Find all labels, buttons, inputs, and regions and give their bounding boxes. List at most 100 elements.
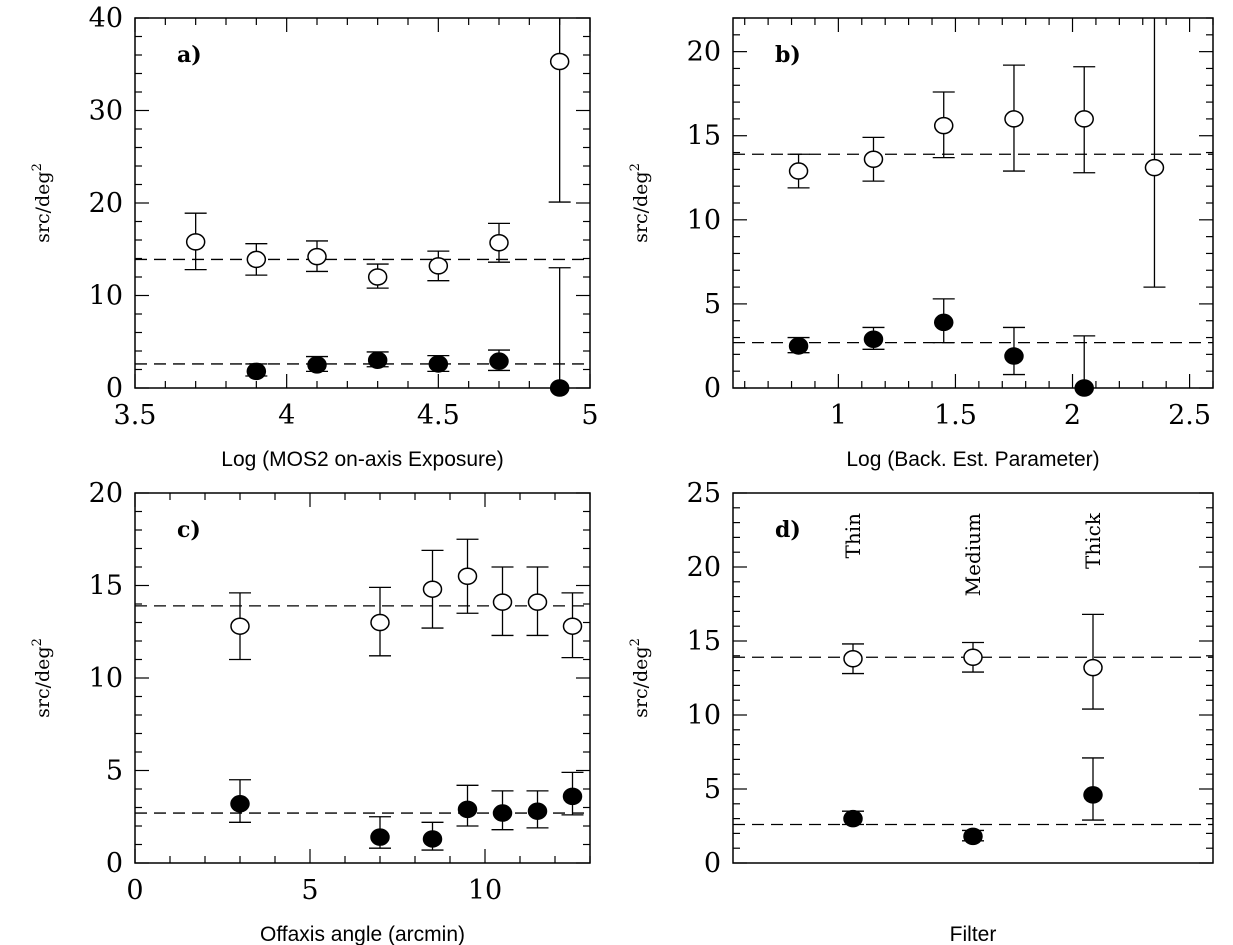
data-point-open [843, 650, 863, 668]
data-point-open [1083, 658, 1103, 677]
y-axis-label: src/deg2 [628, 163, 652, 243]
data-point-filled [307, 356, 327, 374]
data-point-filled [489, 352, 509, 370]
y-tick-label: 15 [687, 626, 721, 657]
data-point-filled [422, 830, 443, 848]
y-axis-label-text: src/deg [630, 646, 652, 717]
y-tick-label: 0 [704, 848, 721, 879]
data-point-open [527, 593, 548, 611]
data-point-open [788, 162, 809, 180]
y-tick-label: 15 [687, 121, 721, 152]
y-axis-label: src/deg2 [30, 638, 54, 718]
data-point-filled [549, 379, 570, 397]
data-point-filled [788, 337, 809, 355]
data-point-open [963, 648, 983, 667]
data-point-open [1004, 110, 1024, 128]
x-tick-label: 2.5 [1168, 400, 1211, 431]
data-point-open [492, 593, 513, 611]
y-tick-label: 0 [106, 848, 123, 879]
data-point-open [367, 268, 388, 286]
data-point-open [933, 116, 954, 135]
category-label: Medium [961, 513, 985, 596]
data-point-open [370, 613, 390, 632]
x-tick-label: 2 [1064, 400, 1081, 431]
panel-label: a) [177, 42, 202, 68]
x-tick-label: 10 [468, 875, 502, 906]
data-point-open [1144, 158, 1165, 177]
panel-label: b) [775, 42, 801, 68]
plot-frame [134, 492, 591, 864]
category-label: Thick [1081, 512, 1105, 569]
y-tick-label: 0 [106, 373, 123, 404]
data-point-filled [492, 804, 513, 822]
data-point-filled [428, 355, 449, 373]
data-point-open [549, 52, 570, 71]
data-point-filled [246, 362, 267, 381]
plot-frame [134, 17, 591, 389]
category-label: Thin [841, 513, 865, 559]
data-point-open [863, 150, 884, 169]
y-axis-label-text: src/deg [630, 171, 652, 242]
panel-b: 0 5 10 15 20 1 1.5 2 2.5 Log (Back. Est. Paramete… [628, 17, 1214, 471]
data-point-filled [863, 330, 884, 348]
data-point-filled [843, 809, 863, 828]
panel-a: 0 10 20 30 40 3.5 4 4.5 5 Log (MOS2 on-axis Expos… [30, 3, 599, 471]
y-tick-label: 30 [89, 96, 123, 127]
data-point-filled [370, 828, 390, 846]
y-tick-label: 0 [704, 373, 721, 404]
x-tick-label: 4.5 [417, 400, 460, 431]
y-tick-label: 40 [89, 3, 123, 34]
x-axis-label: Log (Back. Est. Parameter) [846, 448, 1099, 471]
data-point-filled [1074, 379, 1094, 397]
y-axis-label-superscript: 2 [628, 163, 643, 171]
data-point-filled [230, 795, 250, 813]
y-tick-label: 10 [687, 205, 721, 236]
y-tick-label: 5 [704, 289, 721, 320]
panel-label: d) [775, 517, 801, 543]
y-tick-label: 20 [687, 552, 721, 583]
x-tick-label: 3.5 [114, 400, 157, 431]
x-axis-label: Offaxis angle (arcmin) [260, 923, 465, 945]
x-tick-label: 1 [830, 400, 847, 431]
y-axis-label-text: src/deg [32, 171, 54, 242]
panel-d: 0 5 10 15 20 25 Filter src/deg2 d) Thin Medium Thic… [628, 478, 1214, 945]
panel-label: c) [177, 517, 201, 543]
y-tick-label: 20 [89, 478, 123, 509]
y-tick-label: 10 [89, 663, 123, 694]
y-axis-label-superscript: 2 [628, 638, 643, 646]
data-point-open [422, 580, 443, 598]
x-tick-label: 5 [301, 875, 318, 906]
y-tick-label: 15 [89, 571, 123, 602]
y-axis-label: src/deg2 [30, 163, 54, 243]
plot-frame [732, 492, 1214, 864]
data-point-filled [1083, 786, 1103, 804]
y-tick-label: 5 [704, 774, 721, 805]
data-point-open [457, 567, 478, 585]
x-tick-label: 4 [278, 400, 295, 431]
y-tick-label: 10 [89, 281, 123, 312]
data-point-open [185, 233, 206, 251]
y-tick-label: 5 [106, 756, 123, 787]
data-point-open [428, 257, 449, 275]
data-point-filled [1004, 347, 1024, 365]
data-point-open [246, 250, 267, 269]
y-axis-label: src/deg2 [628, 638, 652, 718]
y-tick-label: 10 [687, 700, 721, 731]
data-point-open [562, 617, 583, 635]
y-tick-label: 20 [89, 188, 123, 219]
data-point-filled [562, 787, 583, 806]
data-point-open [307, 247, 327, 266]
x-tick-label: 5 [581, 400, 598, 431]
y-tick-label: 25 [687, 478, 721, 509]
x-axis-label: Filter [950, 923, 997, 945]
data-point-filled [457, 800, 478, 819]
y-axis-label-text: src/deg [32, 646, 54, 717]
data-point-filled [527, 802, 548, 820]
x-tick-label: 0 [126, 875, 143, 906]
data-point-open [230, 617, 250, 635]
data-point-filled [933, 313, 954, 332]
y-tick-label: 20 [687, 37, 721, 68]
x-tick-label: 1.5 [934, 400, 977, 431]
data-point-filled [367, 351, 388, 369]
